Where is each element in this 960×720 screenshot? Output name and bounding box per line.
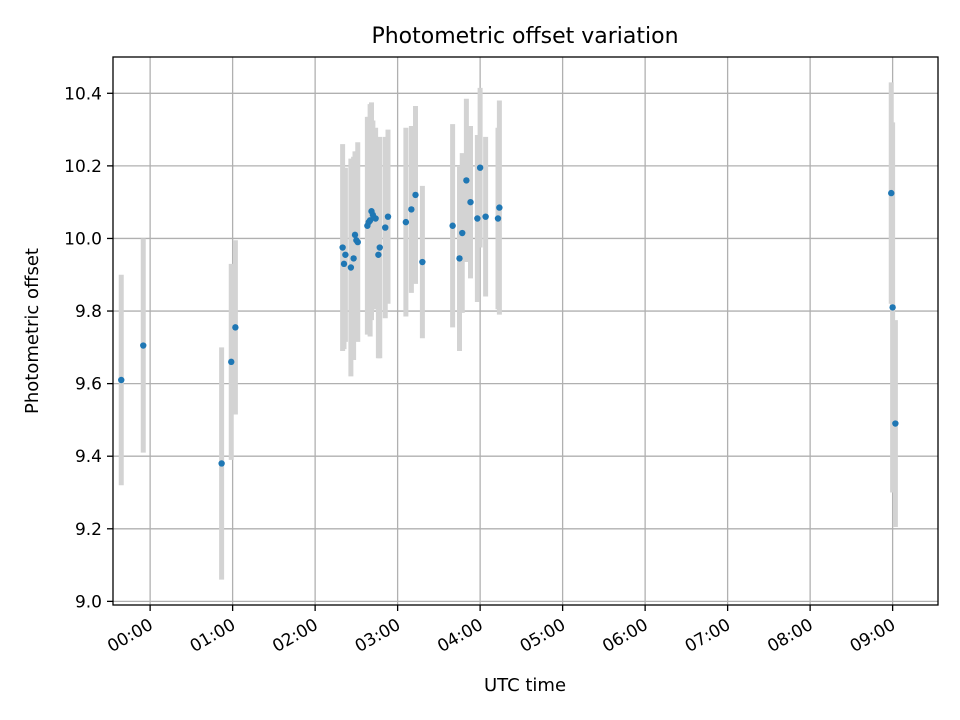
- x-tick-label: 01:00: [187, 615, 239, 657]
- data-point: [449, 222, 456, 229]
- y-tick-label: 9.2: [75, 520, 102, 540]
- data-point: [118, 376, 125, 384]
- x-tick-label: 09:00: [847, 615, 899, 657]
- plot-frame: [112, 56, 939, 606]
- data-point: [347, 264, 355, 271]
- data-point: [228, 358, 235, 366]
- data-point: [376, 244, 383, 251]
- data-point: [888, 189, 895, 197]
- data-point: [467, 198, 474, 206]
- data-point: [889, 304, 896, 311]
- x-tick-label: 06:00: [599, 615, 651, 657]
- data-point: [372, 215, 379, 222]
- x-tick-label: 07:00: [682, 615, 734, 657]
- y-tick-label: 9.0: [75, 592, 102, 612]
- x-tick-label: 02:00: [269, 615, 321, 657]
- data-point: [342, 251, 349, 258]
- data-point: [350, 255, 357, 262]
- y-axis-label: Photometric offset: [22, 248, 43, 414]
- data-point: [408, 206, 415, 213]
- data-point: [232, 324, 239, 331]
- x-tick-label: 08:00: [764, 615, 816, 657]
- y-axis-ticks: 9.0 9.2 9.4 9.6 9.8 10.0 10.2 10.4: [64, 84, 113, 612]
- y-tick-label: 9.6: [75, 375, 102, 395]
- data-point: [456, 255, 463, 262]
- data-point: [402, 218, 410, 226]
- data-point: [476, 164, 484, 171]
- data-point: [340, 260, 348, 268]
- data-point: [218, 460, 225, 467]
- data-point: [459, 229, 466, 237]
- data-point: [354, 238, 361, 246]
- data-point: [412, 191, 419, 199]
- data-point: [339, 244, 346, 251]
- x-axis-ticks: 00:00 01:00 02:00 03:00 04:00 05:00 06:00 07:00…: [104, 605, 899, 657]
- data-point: [482, 213, 489, 220]
- data-point: [494, 215, 502, 222]
- x-axis-label: UTC time: [484, 675, 566, 696]
- data-point: [463, 177, 470, 184]
- data-point: [384, 213, 392, 220]
- y-tick-label: 10.2: [64, 157, 102, 177]
- data-point: [140, 342, 147, 349]
- data-point: [419, 258, 426, 266]
- data-point: [474, 215, 481, 222]
- data-point: [382, 224, 389, 231]
- x-tick-label: 05:00: [517, 615, 569, 657]
- y-tick-label: 10.4: [64, 84, 102, 104]
- y-tick-label: 9.4: [75, 447, 102, 467]
- data-point: [496, 204, 503, 211]
- error-bars: [118, 82, 898, 580]
- y-tick-label: 9.8: [75, 302, 102, 322]
- data-point: [351, 231, 359, 239]
- data-point: [375, 251, 382, 258]
- chart-title: Photometric offset variation: [371, 24, 678, 49]
- data-point: [366, 217, 374, 224]
- data-point: [892, 420, 899, 427]
- x-tick-label: 04:00: [434, 615, 486, 657]
- x-tick-label: 03:00: [352, 615, 404, 657]
- data-points: [118, 164, 899, 467]
- x-tick-label: 00:00: [104, 615, 156, 657]
- y-tick-label: 10.0: [64, 229, 102, 249]
